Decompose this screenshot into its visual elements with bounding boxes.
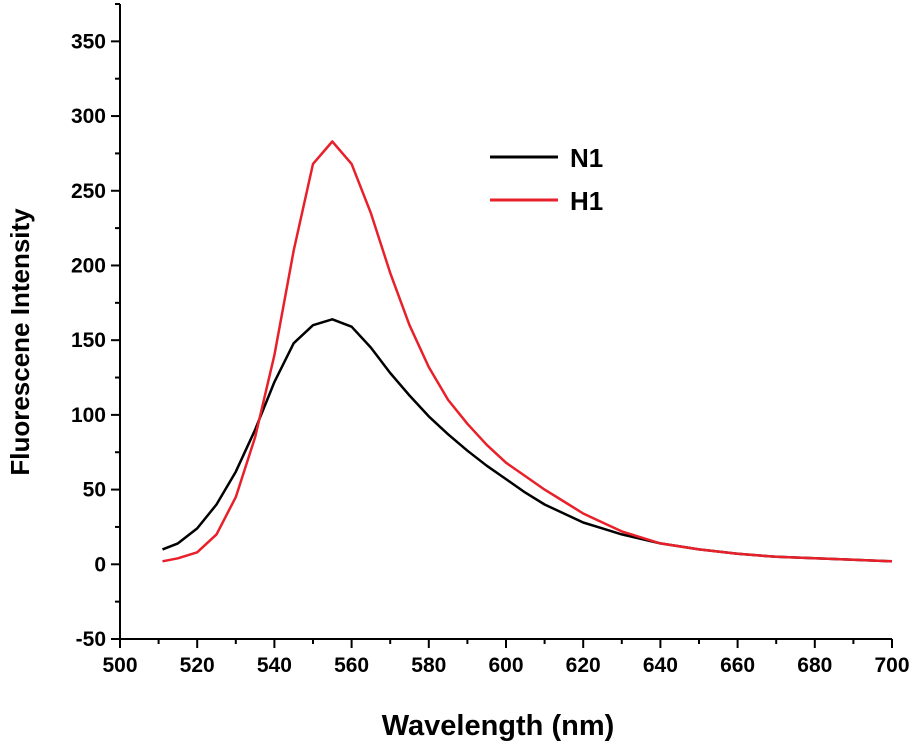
x-tick-label: 640 [643, 654, 678, 677]
x-tick-label: 660 [720, 654, 755, 677]
legend-label-h1: H1 [570, 186, 603, 216]
x-tick-label: 520 [180, 654, 215, 677]
x-tick-label: 680 [797, 654, 832, 677]
x-axis-title: Wavelength (nm) [382, 710, 615, 742]
x-tick-label: 540 [257, 654, 292, 677]
y-tick-label: 200 [71, 254, 106, 277]
y-tick-label: 250 [71, 180, 106, 203]
x-tick-label: 560 [334, 654, 369, 677]
y-tick-label: 350 [71, 30, 106, 53]
x-tick-label: 500 [102, 654, 137, 677]
y-tick-label: 0 [94, 553, 106, 576]
y-tick-label: 300 [71, 105, 106, 128]
y-tick-label: -50 [76, 628, 106, 651]
x-tick-label: 700 [874, 654, 909, 677]
y-tick-label: 150 [71, 329, 106, 352]
series-line-h1 [162, 140, 893, 563]
legend-label-n1: N1 [570, 143, 603, 173]
x-tick-label: 620 [566, 654, 601, 677]
x-tick-label: 600 [488, 654, 523, 677]
series-layer [162, 140, 893, 563]
series-line-n1 [162, 318, 893, 563]
y-axis-title: Fluorescene Intensity [5, 208, 35, 476]
x-tick-label: 580 [411, 654, 446, 677]
y-tick-label: 100 [71, 404, 106, 427]
axes-layer: 500 520 540 560 580 600 620 640 660 680 700 -50 0 50 1… [71, 3, 910, 677]
y-tick-label: 50 [83, 479, 106, 502]
